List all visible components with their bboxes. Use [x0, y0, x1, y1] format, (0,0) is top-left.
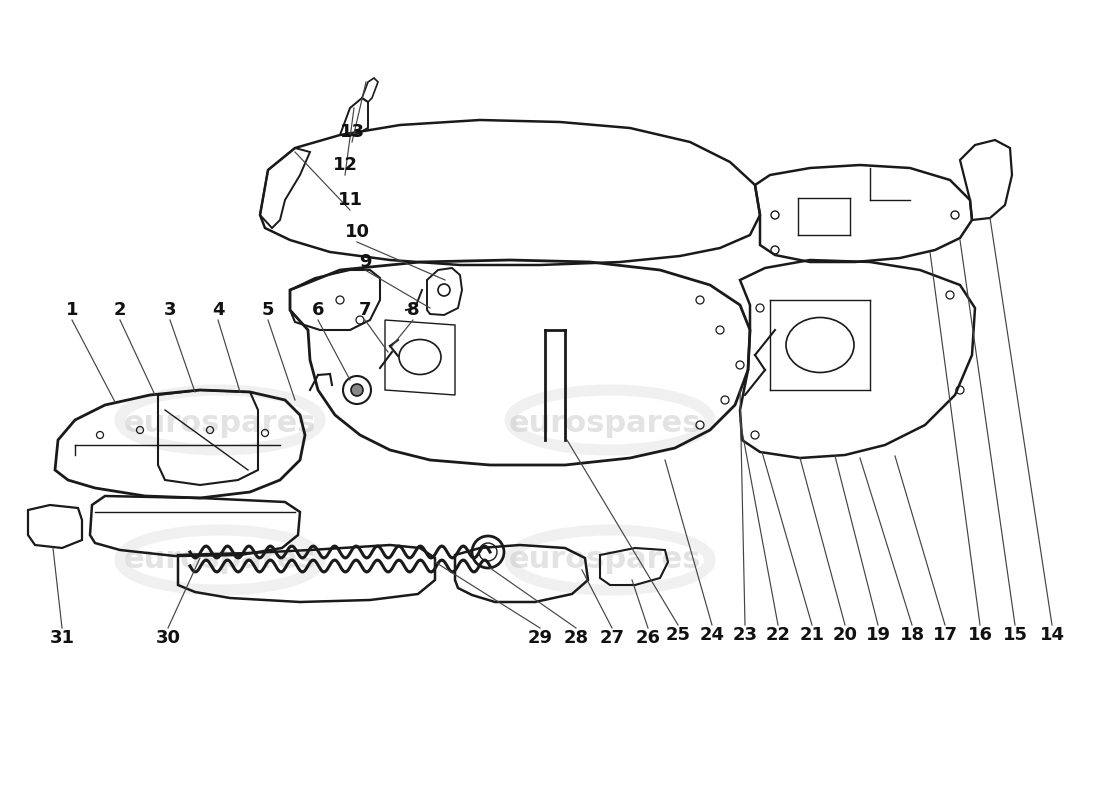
Text: 20: 20	[833, 626, 858, 644]
Text: eurospares: eurospares	[508, 546, 702, 574]
Text: 16: 16	[968, 626, 992, 644]
Text: 26: 26	[636, 629, 660, 647]
Text: eurospares: eurospares	[123, 546, 317, 574]
Text: 18: 18	[900, 626, 925, 644]
Text: eurospares: eurospares	[123, 410, 317, 438]
Text: 21: 21	[800, 626, 825, 644]
Text: 10: 10	[344, 223, 370, 241]
Text: 27: 27	[600, 629, 625, 647]
Text: 5: 5	[262, 301, 274, 319]
Text: 15: 15	[1002, 626, 1027, 644]
Text: 22: 22	[766, 626, 791, 644]
Text: 9: 9	[359, 253, 372, 271]
Text: 29: 29	[528, 629, 552, 647]
Text: eurospares: eurospares	[508, 410, 702, 438]
Text: 12: 12	[332, 156, 358, 174]
Text: 6: 6	[311, 301, 324, 319]
Circle shape	[351, 384, 363, 396]
Text: 24: 24	[700, 626, 725, 644]
Text: 3: 3	[164, 301, 176, 319]
Text: 8: 8	[407, 301, 419, 319]
Text: 13: 13	[340, 123, 364, 141]
Text: 23: 23	[733, 626, 758, 644]
Text: 17: 17	[933, 626, 957, 644]
Text: 25: 25	[666, 626, 691, 644]
Text: 14: 14	[1040, 626, 1065, 644]
Text: 2: 2	[113, 301, 127, 319]
Text: 31: 31	[50, 629, 75, 647]
Text: 1: 1	[66, 301, 78, 319]
Text: 7: 7	[359, 301, 372, 319]
Text: 19: 19	[866, 626, 891, 644]
Text: 30: 30	[155, 629, 180, 647]
Text: 4: 4	[211, 301, 224, 319]
Text: 28: 28	[563, 629, 589, 647]
Text: 11: 11	[338, 191, 363, 209]
